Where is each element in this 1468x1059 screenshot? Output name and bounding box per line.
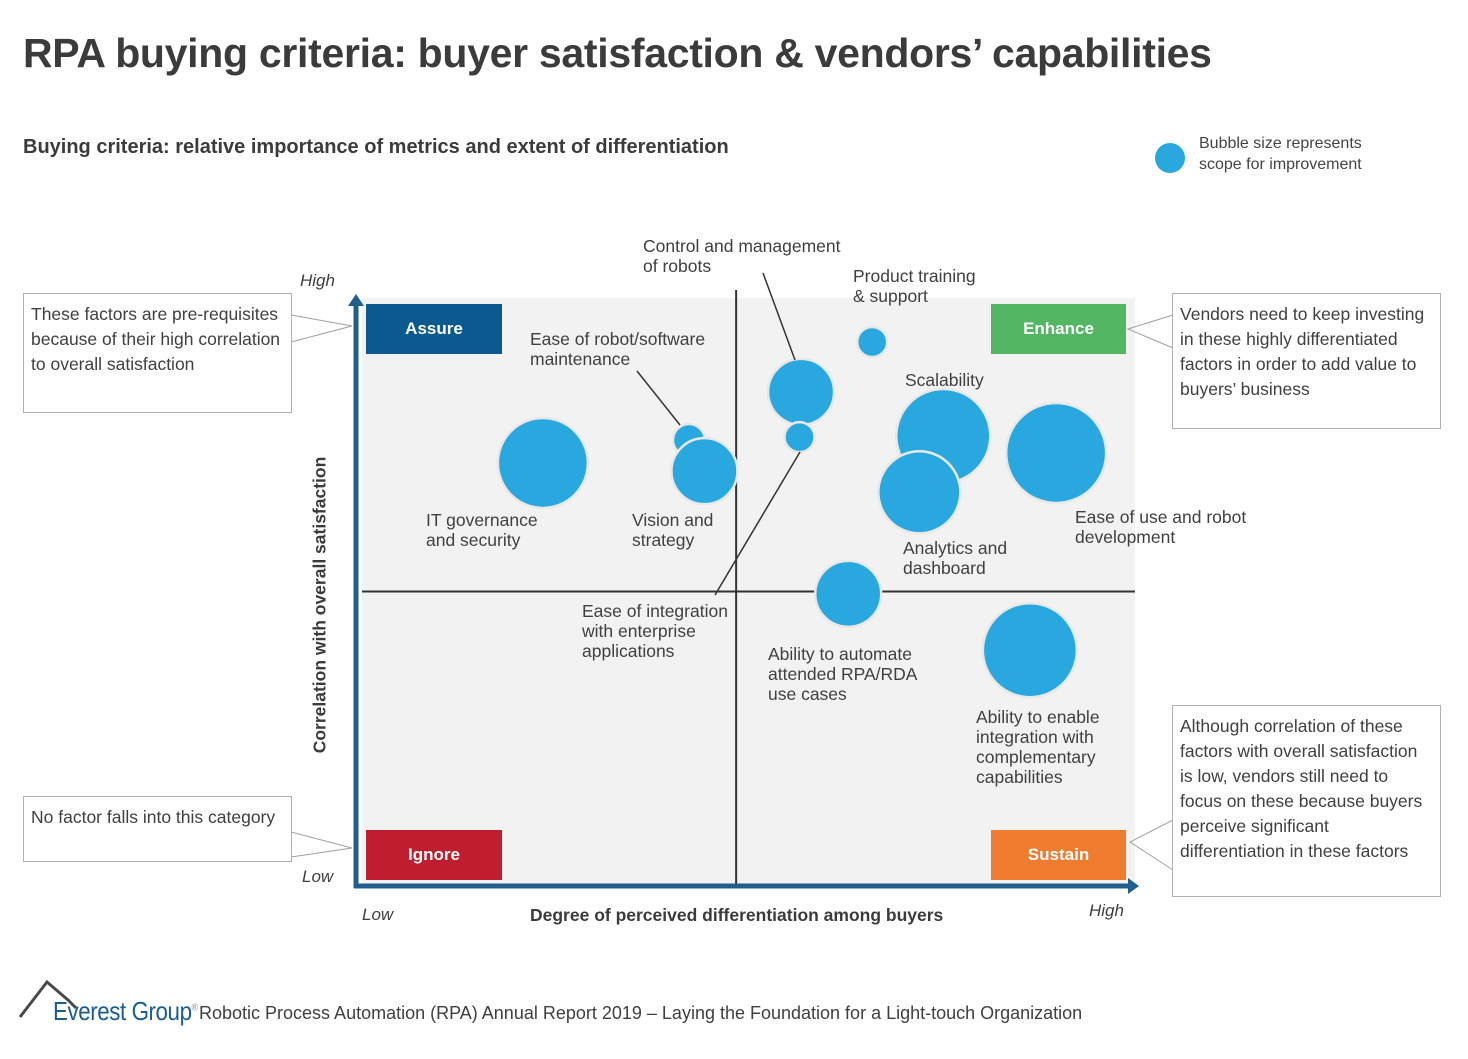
everest-logo-mountain	[18, 979, 78, 1018]
bubble-label-analytics: Analytics and dashboard	[903, 538, 1007, 578]
callout-pointer-ignore	[290, 831, 353, 858]
quadrant-assure-label: Assure	[405, 319, 463, 338]
y-tick-low: Low	[302, 867, 334, 886]
bubble-label-enable-integration: Ability to enable integration with complem…	[976, 707, 1100, 787]
bubble-label-control: Control and management of robots	[643, 236, 840, 276]
label-line: applications	[582, 641, 675, 661]
bubble-vision-and-strategy	[670, 436, 739, 506]
label-line: development	[1075, 527, 1176, 547]
registered-mark: ®	[191, 1002, 198, 1014]
callout-pointer-assure	[290, 314, 353, 343]
label-line: capabilities	[976, 767, 1063, 787]
bubble-ease-of-use-and-robot-development	[1004, 401, 1108, 505]
quadrant-sustain: Sustain	[991, 830, 1126, 880]
callout-pointer-sustain	[1129, 819, 1174, 871]
bubble-ease-of-integration-with-enterprise-applications	[783, 420, 816, 454]
label-line: Analytics and	[903, 538, 1008, 558]
bubble-ability-to-automate-attended-rpa-rda-use-cases	[813, 559, 883, 629]
label-line: strategy	[632, 530, 695, 550]
legend-text: Bubble size represents scope for improve…	[1199, 135, 1362, 173]
label-line: Ease of robot/software	[530, 329, 706, 349]
y-tick-high: High	[300, 271, 335, 290]
label-line: Scalability	[905, 370, 984, 390]
bubble-label-it-governance: IT governance and security	[426, 510, 538, 550]
label-line: Ease of integration	[582, 601, 728, 621]
everest-group-logo: Everest Group®	[53, 996, 198, 1027]
y-axis-arrow	[348, 294, 364, 306]
callout-sustain: Although correlation of these factors wi…	[1172, 705, 1441, 897]
quadrant-sustain-label: Sustain	[1027, 845, 1090, 864]
x-axis-arrow	[1128, 878, 1139, 894]
label-line: Vision and	[632, 510, 714, 530]
bubble-it-governance-and-security	[496, 416, 590, 510]
callout-enhance: Vendors need to keep investing in these …	[1172, 293, 1441, 429]
bubble-label-training: Product training & support	[853, 266, 976, 306]
bubble-label-scalability: Scalability	[905, 370, 984, 390]
bubble-control-and-management-of-robots	[766, 357, 836, 427]
bubble-label-integration: Ease of integration with enterprise applic…	[582, 601, 728, 661]
x-axis-label: Degree of perceived differentiation amon…	[530, 905, 944, 925]
quadrant-enhance-label: Enhance	[1023, 319, 1094, 338]
label-line: maintenance	[530, 349, 631, 369]
bubble-label-ease-of-use: Ease of use and robot development	[1075, 507, 1246, 547]
label-line: IT governance	[426, 510, 538, 530]
leader-line-integration	[714, 451, 801, 596]
label-line: integration with	[976, 727, 1094, 747]
label-line: Ability to enable	[976, 707, 1100, 727]
label-line: attended RPA/RDA	[768, 664, 918, 684]
bubble-ability-to-enable-integration-with-complementary-capabilities	[981, 601, 1079, 699]
legend-bubble	[1155, 143, 1185, 173]
label-line: & support	[853, 286, 928, 306]
label-line: Control and management	[643, 236, 841, 256]
label-line: dashboard	[903, 558, 986, 578]
quadrant-assure: Assure	[366, 304, 502, 354]
label-line: Product training	[853, 266, 976, 286]
label-line: with enterprise	[582, 621, 696, 641]
quadrant-ignore-label: Ignore	[408, 845, 460, 864]
bubble-product-training-support	[855, 325, 889, 359]
y-axis-label: Correlation with overall satisfaction	[309, 456, 330, 754]
footer-text: Robotic Process Automation (RPA) Annual …	[199, 1003, 1083, 1023]
label-line: Ease of use and robot	[1075, 507, 1247, 527]
callout-pointer-enhance	[1126, 314, 1174, 349]
bubble-label-maintenance: Ease of robot/software maintenance	[530, 329, 705, 369]
x-tick-high: High	[1089, 901, 1124, 920]
callout-assure: These factors are pre-requisites because…	[23, 293, 292, 413]
callout-ignore: No factor falls into this category	[23, 796, 292, 862]
chart-subtitle: Buying criteria: relative importance of …	[23, 136, 729, 158]
page-title: RPA buying criteria: buyer satisfaction …	[23, 30, 1212, 76]
brand-name: Everest Group	[53, 996, 192, 1026]
bubble-analytics-and-dashboard	[877, 450, 962, 535]
leader-line-maintenance	[636, 370, 681, 426]
label-line: complementary	[976, 747, 1096, 767]
bubble-label-attended: Ability to automate attended RPA/RDA use c…	[768, 644, 917, 704]
bubble-label-vision: Vision and strategy	[632, 510, 713, 550]
label-line: use cases	[768, 684, 847, 704]
x-tick-low: Low	[362, 905, 394, 924]
label-line: and security	[426, 530, 521, 550]
label-line: Ability to automate	[768, 644, 912, 664]
leader-line-control	[762, 272, 796, 361]
quadrant-ignore: Ignore	[366, 830, 502, 880]
quadrant-enhance: Enhance	[991, 304, 1126, 354]
label-line: of robots	[643, 256, 712, 276]
